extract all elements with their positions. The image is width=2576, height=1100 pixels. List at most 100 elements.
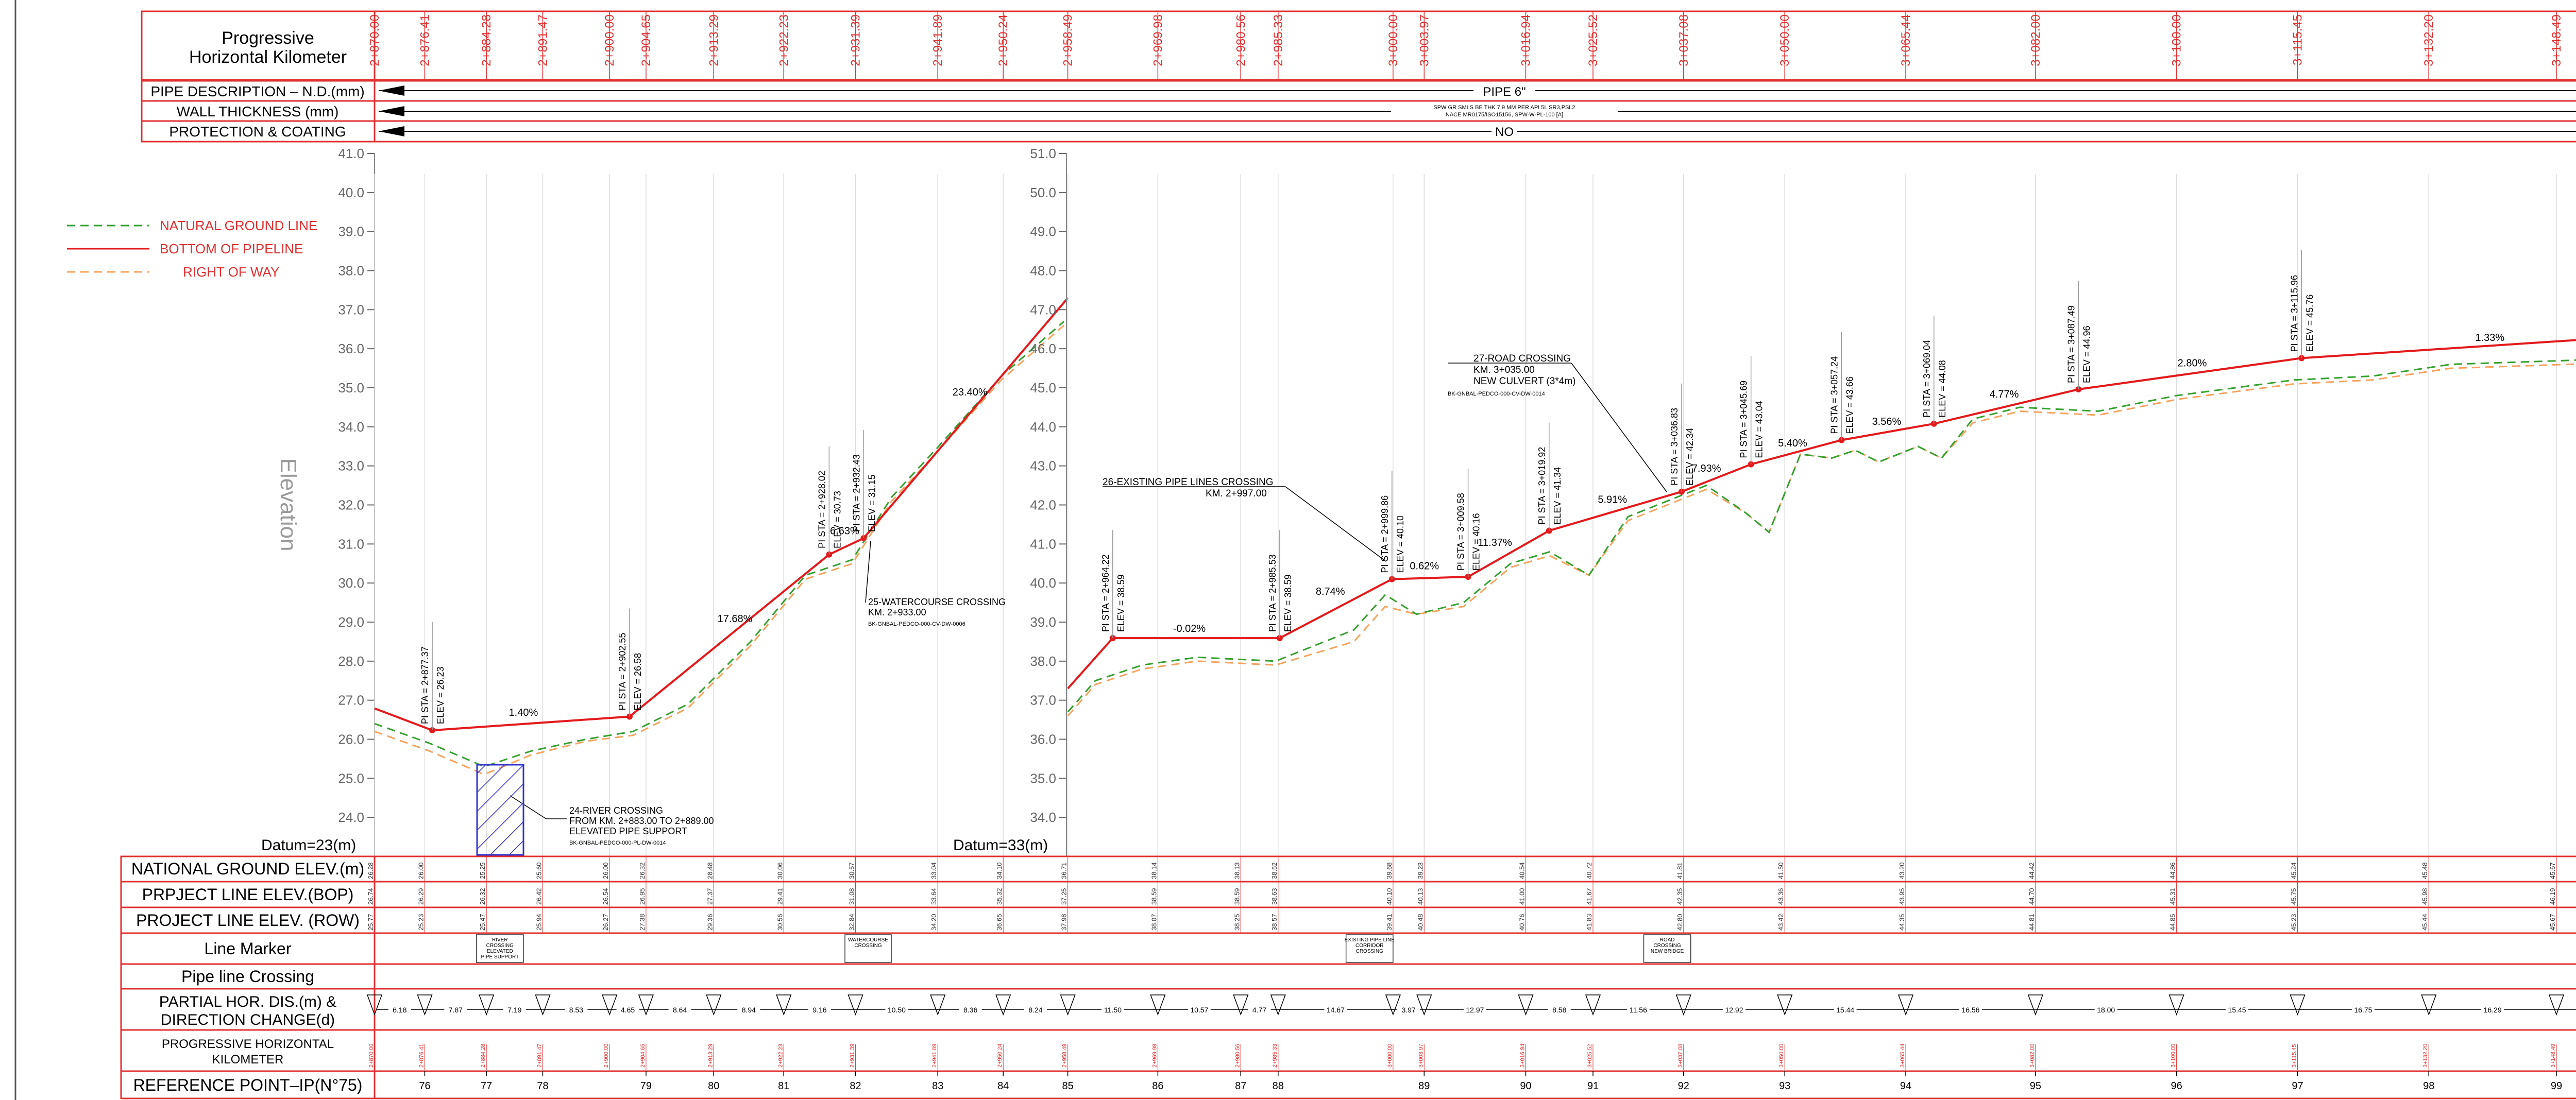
y-tick-label: 26.0 xyxy=(338,732,364,747)
direction-change-marker xyxy=(1233,994,1249,1016)
table-value: 41.81 xyxy=(1676,862,1684,879)
y-tick-label: 25.0 xyxy=(338,770,364,786)
y-tick-label: 33.0 xyxy=(338,458,364,474)
table-value: 44.42 xyxy=(2028,862,2036,879)
ref-point-label: 82 xyxy=(850,1080,861,1092)
table-value: 25.23 xyxy=(417,914,425,931)
direction-change-marker xyxy=(1416,994,1432,1016)
line-marker-text: CROSSING xyxy=(486,943,514,949)
table-value: 45.23 xyxy=(2290,914,2298,931)
table-value: 30.06 xyxy=(776,862,784,879)
header-km-label: 3+016.94 xyxy=(1519,14,1533,66)
partial-dist-value: 4.65 xyxy=(621,1006,635,1014)
table-value: 32.84 xyxy=(848,914,856,931)
partial-dist-bg xyxy=(1463,1004,1486,1015)
y-tick-label: 49.0 xyxy=(1030,224,1056,239)
direction-change-marker xyxy=(1897,994,1914,1016)
table-value: 2+900.00 xyxy=(603,1044,609,1068)
y-tick-label: 34.0 xyxy=(338,419,364,435)
wall-thickness-value-2: NACE MR0175/ISO15156, SPW-W-PL-100 [A] xyxy=(1446,112,1563,118)
grade-label: 4.77% xyxy=(1990,389,2019,400)
table-value: 29.36 xyxy=(706,914,714,931)
row-label-bop-elev: PRPJECT LINE ELEV.(BOP) xyxy=(142,885,354,904)
desc-rows-box xyxy=(141,80,2576,143)
header-km-label: 2+985.33 xyxy=(1272,14,1285,66)
table-value: 27.38 xyxy=(638,914,646,931)
table-value: 43.95 xyxy=(1898,888,1906,905)
y-tick-label: 47.0 xyxy=(1030,302,1056,317)
grade-label: 5.40% xyxy=(1778,438,1807,449)
header-km-label: 2+884.28 xyxy=(480,14,494,66)
table-value: 2+876.41 xyxy=(418,1044,425,1068)
grade-label: 7.93% xyxy=(1692,463,1721,474)
table-value: 25.94 xyxy=(535,914,543,931)
y-tick-label: 37.0 xyxy=(1030,693,1056,708)
partial-dist-values: 6.18 7.87 7.19 8.53 4.65 8.64 8.94 9.16 10.50 8.3… xyxy=(366,994,2576,1016)
table-value: 25.47 xyxy=(479,914,486,931)
y-tick-label: 27.0 xyxy=(338,693,364,708)
grade-label: 17.68% xyxy=(718,613,753,625)
table-value: 26.00 xyxy=(602,862,609,879)
partial-dist-value: 16.29 xyxy=(2484,1006,2502,1014)
direction-change-marker xyxy=(776,994,792,1016)
table-value: 35.32 xyxy=(995,888,1003,905)
direction-change-marker xyxy=(2548,994,2565,1016)
pi-station-label: PI STA = 3+036.83 xyxy=(1669,408,1680,486)
pi-station-label: PI STA = 3+057.24 xyxy=(1829,356,1839,434)
table-value: 44.35 xyxy=(1898,914,1906,931)
pi-station-label: PI STA = 2+877.37 xyxy=(420,646,430,724)
table-value: 2+922.23 xyxy=(777,1044,784,1068)
pi-station-label: PI STA = 3+087.49 xyxy=(2066,305,2076,383)
pi-elev-label: ELEV = 26.23 xyxy=(435,666,446,724)
y-tick-label: 24.0 xyxy=(338,810,364,825)
grade-label: 23.40% xyxy=(953,387,988,398)
ref-point-label: 90 xyxy=(1520,1080,1531,1092)
table-value: 45.44 xyxy=(2421,914,2429,931)
ref-point-label: 76 xyxy=(419,1080,430,1092)
table-value: 45.75 xyxy=(2290,888,2298,905)
note-watercourse-crossing: 25-WATERCOURSE CROSSING xyxy=(868,597,1006,607)
pi-elev-label: ELEV = 38.59 xyxy=(1283,574,1293,632)
table-value: 30.57 xyxy=(848,862,856,879)
row-elev-values: 25.77 25.23 25.47 25.94 26.27 27.38 29.36 30.56… xyxy=(367,907,2557,933)
pi-station-label: PI STA = 2+932.43 xyxy=(851,454,861,532)
note-river-crossing: ELEVATED PIPE SUPPORT xyxy=(569,826,687,836)
direction-change-marker xyxy=(638,994,654,1016)
header-km-label: 3+100.00 xyxy=(2170,14,2184,66)
table-value: 3+065.44 xyxy=(1900,1044,1906,1068)
y-tick-label: 39.0 xyxy=(1030,614,1056,630)
line-marker-text: CROSSING xyxy=(1356,949,1384,954)
line-marker-cell xyxy=(844,934,892,963)
note-road-crossing: KM. 3+035.00 xyxy=(1473,365,1535,375)
legend-label-right-of-way: RIGHT OF WAY xyxy=(183,264,279,280)
table-value: 3+016.94 xyxy=(1520,1044,1526,1068)
ref-point-label: 87 xyxy=(1235,1080,1246,1092)
partial-dist-value: 15.44 xyxy=(1836,1006,1854,1014)
table-value: 2+870.00 xyxy=(368,1044,375,1068)
table-value: 3+115.45 xyxy=(2292,1044,2298,1068)
table-value: 2+913.29 xyxy=(707,1044,714,1068)
table-value: 2+941.89 xyxy=(931,1044,938,1068)
ref-point-label: 92 xyxy=(1678,1080,1689,1092)
partial-dist-value: 12.92 xyxy=(1725,1006,1743,1014)
header-km-marks: 2+870.00 2+876.41 2+884.28 2+891.47 2+900.00… xyxy=(368,11,2564,80)
line-marker-cell xyxy=(476,934,524,963)
table-value: 45.67 xyxy=(2549,862,2556,879)
y-tick-label: 29.0 xyxy=(338,614,364,630)
table-value: 36.65 xyxy=(995,914,1003,931)
header-km-label: 2+958.49 xyxy=(1061,14,1075,66)
table-value: 28.48 xyxy=(706,862,714,879)
table-value: 37.98 xyxy=(1060,914,1068,931)
y-tick-label: 44.0 xyxy=(1030,419,1056,435)
table-value: 29.41 xyxy=(776,888,784,905)
table-outer xyxy=(120,855,2576,1099)
pi-station-label: PI STA = 2+999.86 xyxy=(1380,495,1390,573)
y-tick-label: 31.0 xyxy=(338,536,364,552)
partial-dist-bg xyxy=(2226,1004,2249,1015)
line-marker-text: CROSSING xyxy=(1653,943,1681,949)
partial-dist-bg xyxy=(2481,1004,2504,1015)
header-km-label: 2+904.65 xyxy=(639,14,653,66)
header-km-label: 2+931.39 xyxy=(849,14,863,66)
partial-dist-value: 14.67 xyxy=(1327,1006,1345,1014)
